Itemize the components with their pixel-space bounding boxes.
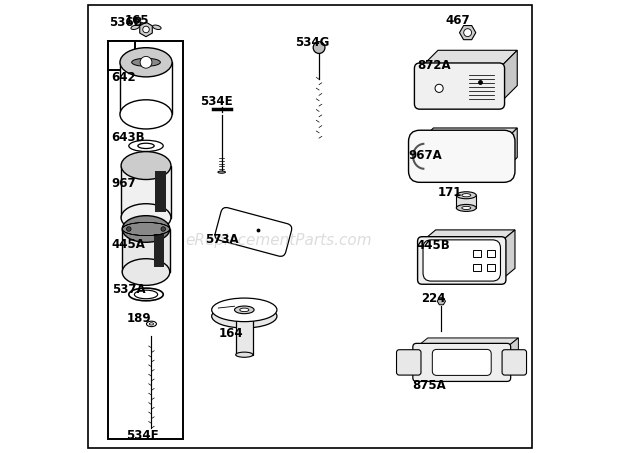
Polygon shape: [420, 50, 517, 68]
FancyBboxPatch shape: [215, 207, 292, 256]
Ellipse shape: [149, 323, 154, 325]
Polygon shape: [459, 25, 476, 40]
Bar: [487, 250, 495, 257]
Polygon shape: [503, 128, 517, 171]
Ellipse shape: [146, 321, 156, 327]
Circle shape: [143, 26, 149, 33]
Ellipse shape: [236, 352, 253, 357]
Text: 537A: 537A: [112, 283, 145, 295]
Text: 165: 165: [124, 14, 149, 27]
Ellipse shape: [131, 25, 140, 29]
Circle shape: [161, 227, 166, 231]
FancyBboxPatch shape: [432, 349, 491, 376]
FancyBboxPatch shape: [418, 236, 506, 284]
FancyBboxPatch shape: [409, 130, 515, 182]
Ellipse shape: [456, 204, 476, 212]
Bar: [473, 264, 481, 271]
Text: 967: 967: [112, 178, 136, 190]
Ellipse shape: [138, 143, 154, 149]
Ellipse shape: [122, 216, 170, 242]
Polygon shape: [507, 338, 518, 378]
Text: 445B: 445B: [417, 239, 450, 251]
Text: 189: 189: [126, 312, 151, 325]
Text: 536B: 536B: [109, 16, 143, 29]
Bar: [121, 166, 171, 218]
Ellipse shape: [121, 204, 171, 231]
Circle shape: [126, 227, 131, 231]
FancyBboxPatch shape: [414, 63, 505, 109]
FancyBboxPatch shape: [423, 240, 500, 281]
Text: 642: 642: [112, 71, 136, 83]
Bar: [473, 250, 481, 257]
FancyBboxPatch shape: [397, 350, 421, 375]
Circle shape: [435, 84, 443, 92]
Bar: [122, 229, 170, 272]
Circle shape: [464, 29, 472, 37]
Circle shape: [313, 42, 325, 53]
Ellipse shape: [211, 298, 277, 322]
Ellipse shape: [122, 259, 170, 285]
Ellipse shape: [462, 206, 471, 210]
Ellipse shape: [120, 100, 172, 129]
Polygon shape: [422, 230, 515, 241]
Text: 967A: 967A: [409, 149, 443, 162]
Text: 445A: 445A: [112, 238, 146, 251]
Ellipse shape: [456, 192, 476, 199]
Polygon shape: [499, 50, 517, 104]
Ellipse shape: [211, 304, 277, 328]
Text: eReplacementParts.com: eReplacementParts.com: [185, 232, 371, 248]
Ellipse shape: [131, 58, 161, 66]
Bar: [108, 41, 183, 439]
Ellipse shape: [234, 306, 254, 313]
Bar: [108, 41, 135, 70]
Text: 467: 467: [446, 14, 471, 27]
Text: 643B: 643B: [112, 131, 145, 144]
Polygon shape: [420, 128, 517, 141]
FancyBboxPatch shape: [413, 343, 511, 381]
Circle shape: [140, 56, 152, 68]
Ellipse shape: [240, 308, 249, 312]
Bar: [487, 264, 495, 271]
Bar: [154, 234, 164, 267]
Text: 875A: 875A: [412, 380, 446, 392]
Bar: [456, 195, 476, 208]
Bar: [236, 316, 253, 355]
Polygon shape: [140, 22, 153, 37]
Text: 164: 164: [218, 327, 243, 340]
Ellipse shape: [120, 48, 172, 77]
Bar: [120, 63, 172, 114]
FancyBboxPatch shape: [502, 350, 526, 375]
Text: 224: 224: [421, 293, 446, 305]
Ellipse shape: [462, 193, 471, 197]
Ellipse shape: [129, 140, 163, 151]
Text: 872A: 872A: [417, 59, 451, 72]
Text: 573A: 573A: [205, 233, 239, 246]
Bar: [155, 171, 166, 212]
Polygon shape: [417, 338, 518, 347]
Polygon shape: [502, 230, 515, 280]
Polygon shape: [437, 298, 445, 305]
Ellipse shape: [218, 171, 226, 173]
Ellipse shape: [121, 152, 171, 179]
Text: 534E: 534E: [200, 95, 233, 107]
Ellipse shape: [153, 25, 161, 29]
Text: 534F: 534F: [126, 429, 159, 442]
Text: 171: 171: [438, 186, 462, 199]
Text: 534G: 534G: [296, 36, 330, 48]
